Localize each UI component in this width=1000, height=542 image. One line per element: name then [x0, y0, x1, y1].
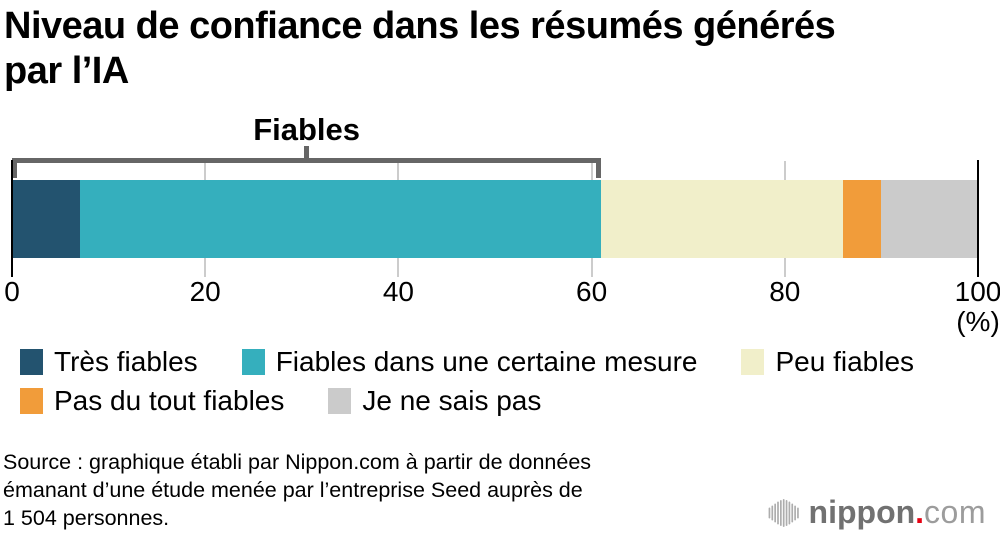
bar-segment: [12, 180, 80, 258]
legend-item: Je ne sais pas: [328, 385, 541, 417]
legend-label: Peu fiables: [775, 346, 915, 377]
legend-item: Très fiables: [20, 346, 198, 378]
source-text: Source : graphique établi par Nippon.com…: [3, 450, 592, 530]
legend-label: Très fiables: [54, 346, 198, 377]
legend-label: Fiables dans une certaine mesure: [275, 346, 698, 377]
plot-area: Fiables (%) 0 20 40 60 80 100: [4, 110, 1000, 350]
bracket-tick: [304, 146, 310, 160]
nippon-logo: nippon.com: [768, 494, 986, 531]
bar-segment: [881, 180, 978, 258]
legend-item: Pas du tout fiables: [20, 385, 284, 417]
axis-endline: [977, 160, 979, 277]
legend-label: Pas du tout fiables: [54, 385, 285, 416]
tick-label: 100: [954, 276, 1000, 307]
tick-label: 80: [769, 276, 801, 307]
tick-label: 0: [4, 276, 20, 307]
legend-swatch: [241, 349, 265, 375]
logo-name-bold: nippon: [808, 494, 916, 530]
tick-label: 20: [189, 276, 221, 307]
stacked-bar: [12, 180, 978, 258]
tick-label: 60: [576, 276, 608, 307]
legend-swatch: [741, 349, 765, 375]
legend: Très fiables Fiables dans une certaine me…: [20, 346, 914, 424]
bracket-label: Fiables: [253, 112, 361, 147]
legend-row: Très fiables Fiables dans une certaine me…: [20, 346, 914, 378]
unit-label: (%): [956, 306, 1000, 337]
legend-swatch: [20, 388, 43, 414]
legend-swatch: [328, 388, 352, 414]
legend-swatch: [20, 349, 43, 375]
axis-endline: [11, 160, 13, 277]
nippon-logo-text: nippon.com: [809, 494, 986, 531]
legend-item: Peu fiables: [741, 346, 914, 378]
bar-segment: [79, 180, 602, 258]
legend-row: Pas du tout fiables Je ne sais pas: [20, 385, 914, 417]
logo-dot: .: [915, 494, 925, 530]
legend-label: Je ne sais pas: [362, 385, 542, 416]
soundwave-bars-icon: [768, 498, 799, 527]
bar-segment: [842, 180, 882, 258]
fiables-bracket: [12, 158, 602, 178]
legend-item: Fiables dans une certaine mesure: [241, 346, 698, 378]
bar-segment: [601, 180, 843, 258]
page-title: Niveau de confiance dans les résumés gén…: [4, 5, 836, 92]
logo-name-light: com: [924, 494, 986, 530]
tick-label: 40: [382, 276, 414, 307]
